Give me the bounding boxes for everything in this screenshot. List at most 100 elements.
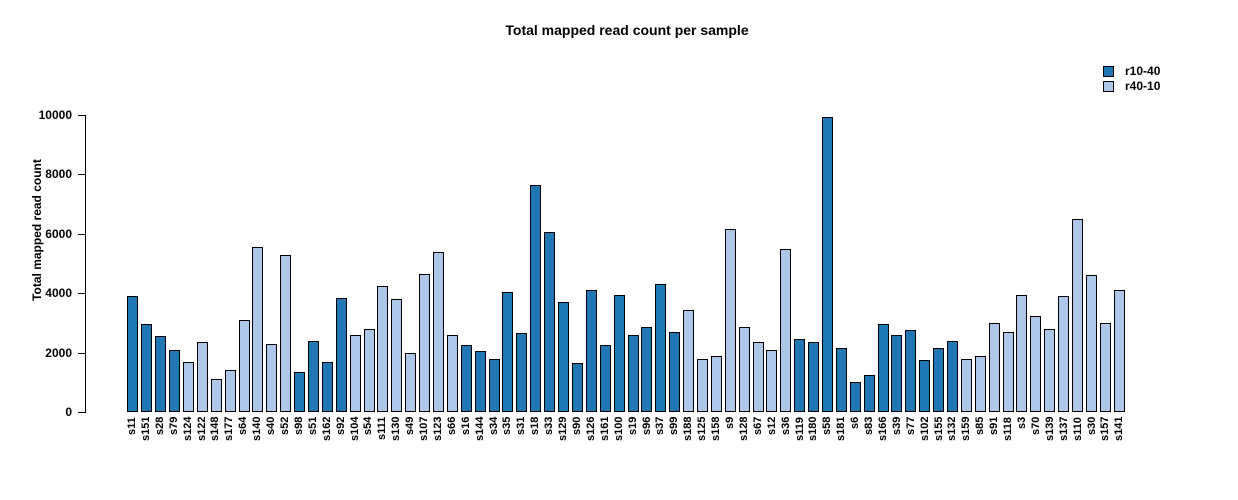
bar-s158 <box>710 355 722 412</box>
plot-area <box>126 115 1128 412</box>
x-tick-s33: s33 <box>543 417 557 475</box>
x-tick-s19: s19 <box>627 417 641 475</box>
x-tick-s180: s180 <box>807 417 821 475</box>
bar-column-s144 <box>473 115 487 412</box>
bar-column-s162 <box>320 115 334 412</box>
bar-column-s9 <box>723 115 737 412</box>
bar-s102 <box>919 360 931 412</box>
x-tick-s49: s49 <box>404 417 418 475</box>
x-tick-label-s140: s140 <box>251 417 264 442</box>
bar-column-s141 <box>1112 115 1126 412</box>
bar-s128 <box>738 327 750 412</box>
bar-s28 <box>155 336 167 412</box>
x-tick-label-s128: s128 <box>737 417 750 442</box>
bar-s77 <box>905 330 917 412</box>
x-tick-label-s130: s130 <box>390 417 403 442</box>
bar-column-s92 <box>334 115 348 412</box>
x-tick-label-s141: s141 <box>1113 417 1126 442</box>
bar-column-s155 <box>932 115 946 412</box>
x-tick-s140: s140 <box>251 417 265 475</box>
x-tick-label-s67: s67 <box>751 417 764 436</box>
bar-column-s180 <box>807 115 821 412</box>
x-tick-label-s18: s18 <box>529 417 542 436</box>
bar-s16 <box>460 345 472 412</box>
x-tick-label-s123: s123 <box>431 417 444 442</box>
bar-s58 <box>821 116 833 412</box>
bar-column-s102 <box>918 115 932 412</box>
x-tick-s124: s124 <box>182 417 196 475</box>
x-tick-label-s107: s107 <box>418 417 431 442</box>
bar-s12 <box>766 349 778 412</box>
bar-column-s58 <box>821 115 835 412</box>
x-tick-s34: s34 <box>488 417 502 475</box>
y-tick-8000 <box>78 174 86 176</box>
bar-s129 <box>558 302 570 412</box>
x-tick-s107: s107 <box>418 417 432 475</box>
x-tick-label-s137: s137 <box>1057 417 1070 442</box>
x-tick-label-s111: s111 <box>376 417 389 441</box>
bar-s30 <box>1085 275 1097 412</box>
bar-column-s122 <box>195 115 209 412</box>
y-tick-label-8000: 8000 <box>45 167 72 182</box>
bar-column-s66 <box>445 115 459 412</box>
x-tick-s132: s132 <box>946 417 960 475</box>
x-tick-label-s83: s83 <box>863 417 876 436</box>
x-tick-label-s157: s157 <box>1099 417 1112 442</box>
x-tick-s3: s3 <box>1016 417 1030 475</box>
x-tick-label-s30: s30 <box>1085 417 1098 436</box>
x-tick-s161: s161 <box>599 417 613 475</box>
x-tick-s181: s181 <box>835 417 849 475</box>
x-tick-s92: s92 <box>335 417 349 475</box>
bar-column-s30 <box>1084 115 1098 412</box>
bar-s157 <box>1099 322 1111 412</box>
x-tick-s151: s151 <box>140 417 154 475</box>
bar-column-s119 <box>793 115 807 412</box>
bar-column-s177 <box>223 115 237 412</box>
x-tick-s119: s119 <box>794 417 808 475</box>
bar-column-s12 <box>765 115 779 412</box>
bar-column-s139 <box>1043 115 1057 412</box>
x-tick-s30: s30 <box>1086 417 1100 475</box>
x-tick-label-s159: s159 <box>960 417 973 442</box>
bar-s151 <box>141 324 153 412</box>
x-tick-label-s3: s3 <box>1016 417 1028 430</box>
bar-column-s28 <box>154 115 168 412</box>
x-tick-label-s148: s148 <box>209 417 222 442</box>
bar-s37 <box>655 284 667 412</box>
x-tick-s188: s188 <box>682 417 696 475</box>
x-tick-s35: s35 <box>501 417 515 475</box>
bar-s130 <box>391 299 403 412</box>
x-tick-s6: s6 <box>849 417 863 475</box>
bar-column-s128 <box>737 115 751 412</box>
x-tick-s9: s9 <box>724 417 738 475</box>
bar-column-s148 <box>209 115 223 412</box>
bar-s123 <box>433 251 445 412</box>
bar-s51 <box>308 340 320 412</box>
x-tick-s148: s148 <box>209 417 223 475</box>
x-tick-s18: s18 <box>529 417 543 475</box>
y-tick-4000 <box>78 293 86 295</box>
x-tick-label-s92: s92 <box>334 417 347 436</box>
bar-column-s125 <box>696 115 710 412</box>
x-tick-label-s35: s35 <box>501 417 514 436</box>
bar-s91 <box>988 322 1000 412</box>
bar-column-s36 <box>779 115 793 412</box>
y-tick-label-4000: 4000 <box>45 286 72 301</box>
bar-column-s33 <box>543 115 557 412</box>
x-tick-label-s161: s161 <box>598 417 611 442</box>
bar-s39 <box>891 334 903 412</box>
x-tick-label-s102: s102 <box>918 417 931 442</box>
x-tick-label-s58: s58 <box>821 417 834 436</box>
bar-column-s3 <box>1015 115 1029 412</box>
legend: r10-40 r40-10 <box>1103 64 1160 94</box>
bar-column-s39 <box>890 115 904 412</box>
x-tick-label-s177: s177 <box>223 417 236 442</box>
x-tick-s83: s83 <box>863 417 877 475</box>
x-axis-labels: s11 s151 s28 s79 s124 s122 s148 s177 s64 s140 s40 s… <box>126 417 1128 475</box>
legend-label-r10-40: r10-40 <box>1125 64 1161 78</box>
bar-s137 <box>1058 296 1070 412</box>
bar-s98 <box>294 371 306 412</box>
x-tick-label-s31: s31 <box>515 417 528 436</box>
bar-s64 <box>238 319 250 412</box>
x-tick-label-s52: s52 <box>278 417 291 436</box>
